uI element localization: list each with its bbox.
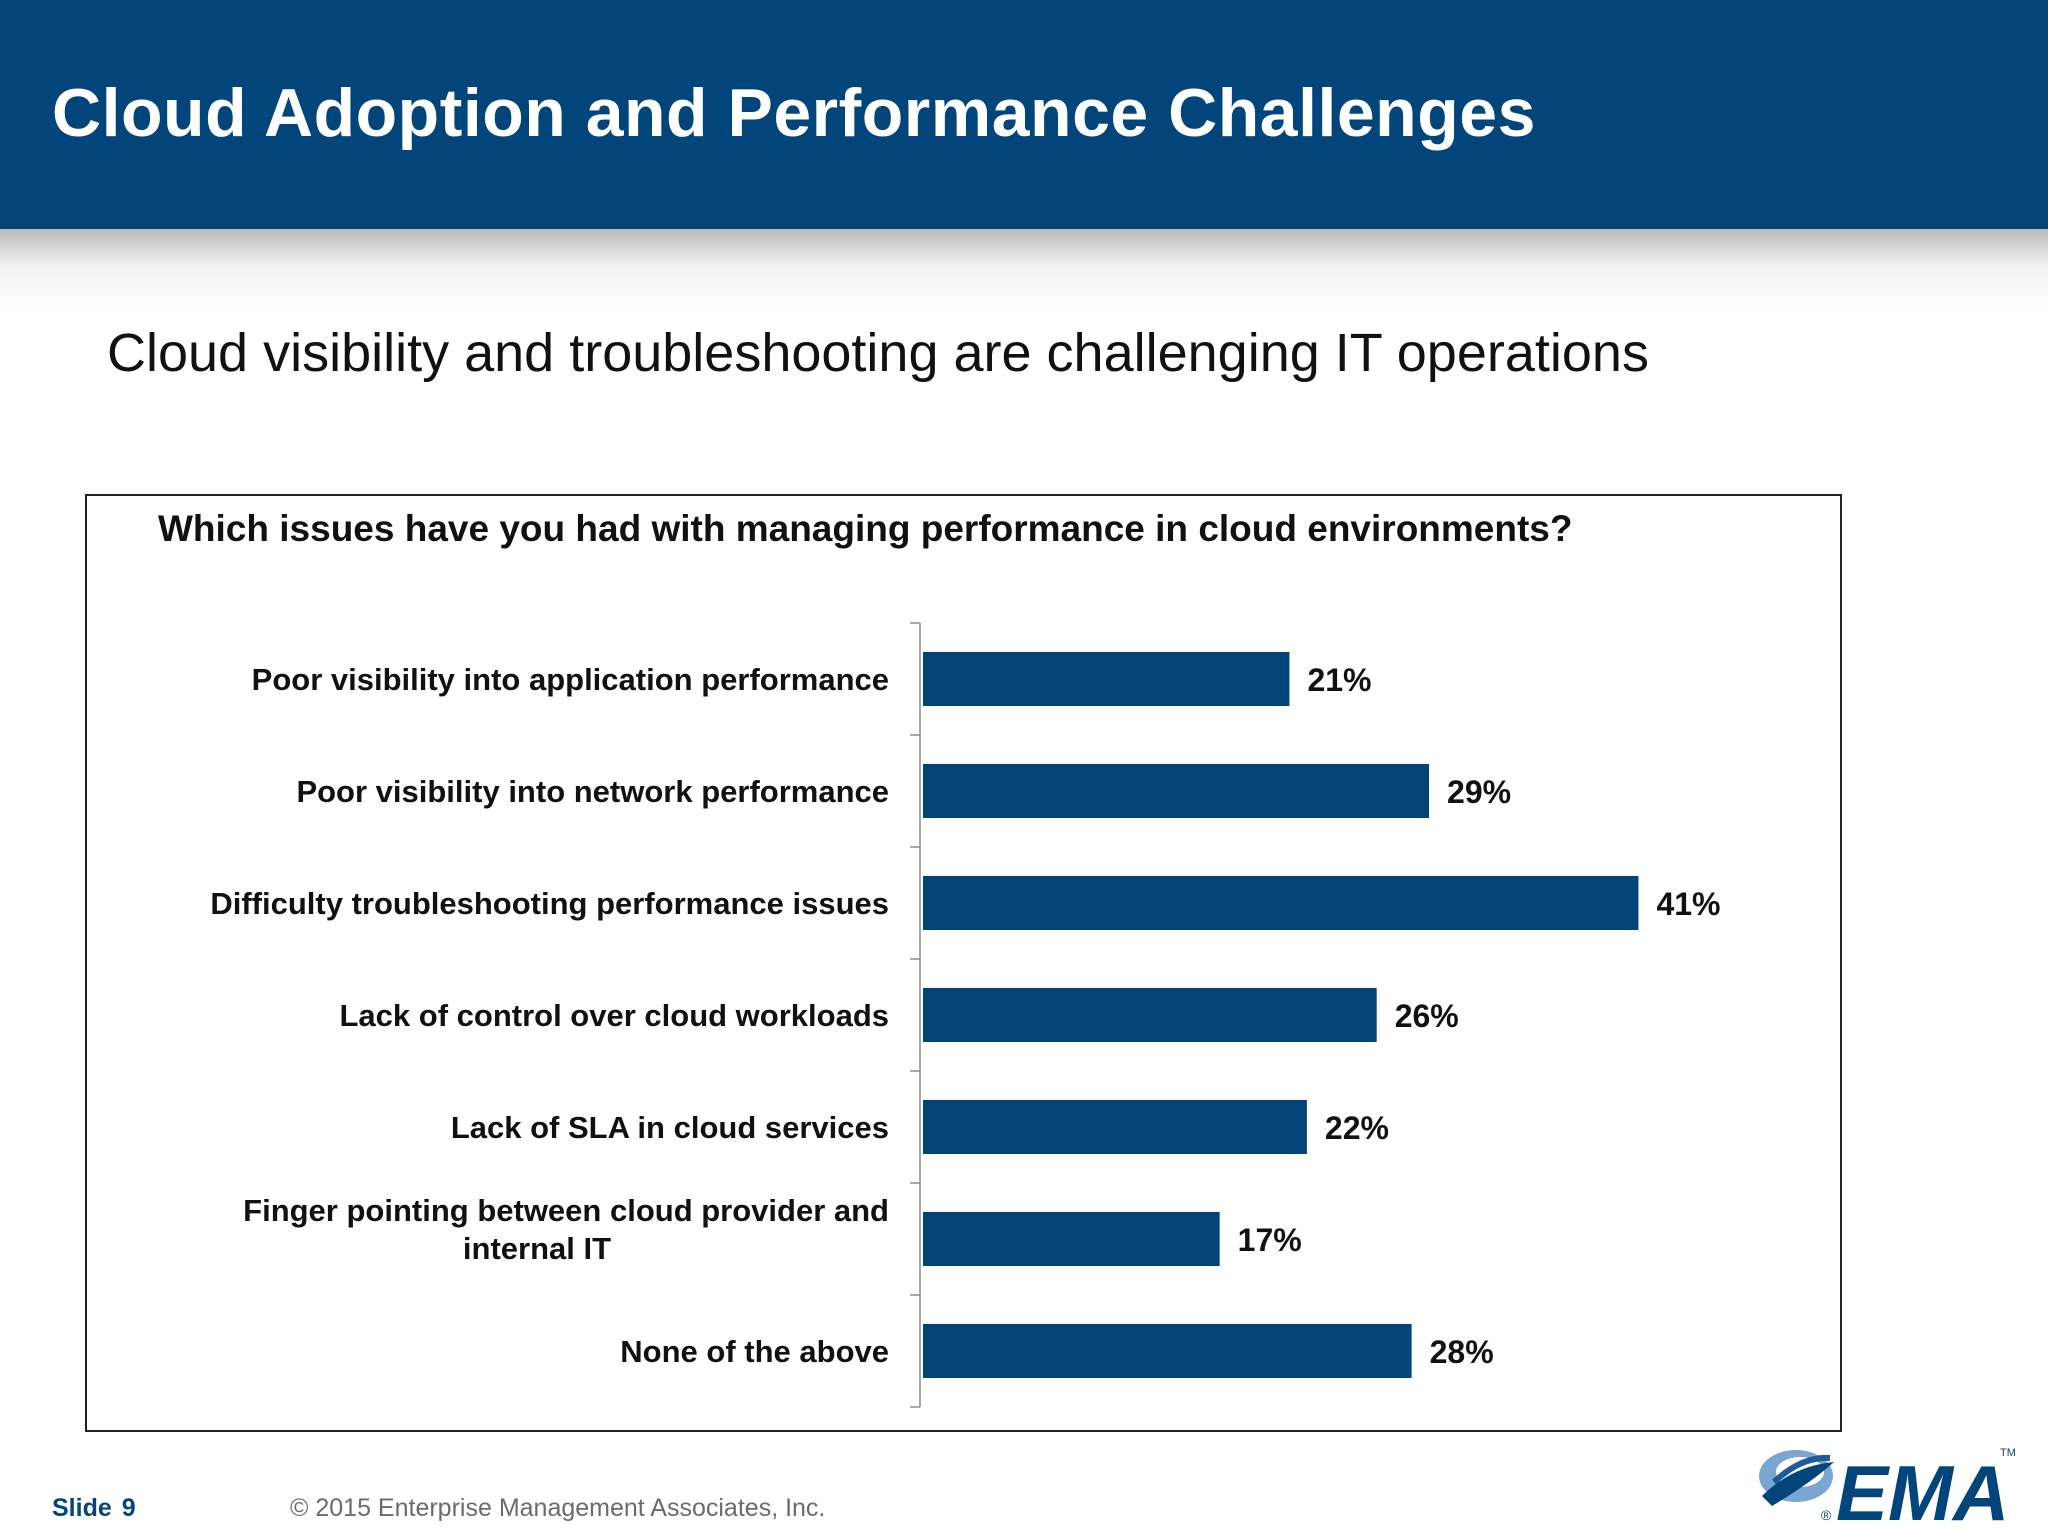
data-label: 41% (1656, 886, 1720, 922)
category-label: internal IT (463, 1231, 611, 1266)
slide-label: Slide (52, 1494, 112, 1522)
swoosh-icon (1759, 1450, 1834, 1506)
data-label: 22% (1325, 1110, 1389, 1146)
data-label: 28% (1430, 1334, 1494, 1370)
bar (923, 764, 1430, 818)
category-label: Lack of SLA in cloud services (451, 1110, 889, 1145)
trademark-mark: TM (2000, 1447, 2016, 1459)
slide-number-value: 9 (121, 1494, 136, 1522)
slide-number: Slide 9 (52, 1494, 136, 1523)
bar-chart: Which issues have you had with managing … (158, 508, 1720, 1408)
data-label: 29% (1447, 774, 1511, 810)
chart-title: Which issues have you had with managing … (158, 508, 1572, 549)
registered-mark: ® (1821, 1507, 1832, 1523)
slide-title: Cloud Adoption and Performance Challenge… (52, 75, 1536, 151)
ema-logo: EMA ® TM (1759, 1447, 2016, 1528)
chart-plot: 21% Poor visibility into application perf… (210, 622, 1720, 1408)
chart-frame: Which issues have you had with managing … (85, 494, 1842, 1432)
category-label: Lack of control over cloud workloads (340, 998, 890, 1033)
bar (923, 652, 1290, 706)
data-label: 26% (1395, 998, 1459, 1034)
bar (923, 1324, 1412, 1378)
header-band (0, 0, 2048, 229)
copyright-text: © 2015 Enterprise Management Associates,… (290, 1494, 826, 1522)
bar (923, 1100, 1307, 1154)
header-shadow (0, 229, 2048, 309)
category-label: Finger pointing between cloud provider a… (243, 1193, 889, 1228)
logo-text: EMA (1836, 1449, 2009, 1528)
bar (923, 988, 1377, 1042)
category-label: Poor visibility into application perform… (252, 662, 889, 697)
bar (923, 1212, 1220, 1266)
category-label: None of the above (620, 1334, 889, 1369)
slide-subtitle: Cloud visibility and troubleshooting are… (107, 323, 1649, 383)
data-label: 17% (1238, 1222, 1302, 1258)
data-label: 21% (1307, 662, 1371, 698)
bar (923, 876, 1639, 930)
category-label: Difficulty troubleshooting performance i… (210, 886, 889, 921)
category-label: Poor visibility into network performance (296, 774, 889, 809)
